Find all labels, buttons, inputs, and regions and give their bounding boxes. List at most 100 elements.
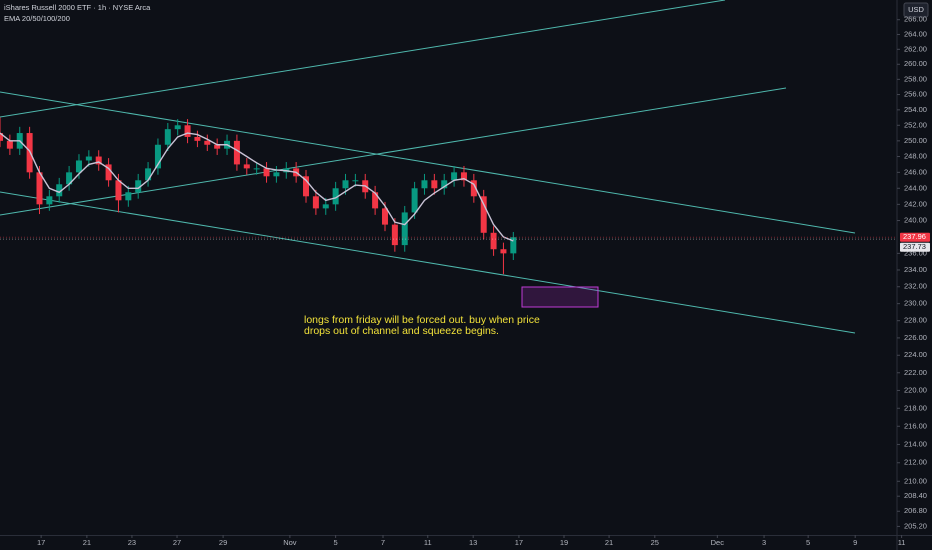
y-tick-label: 264.00 bbox=[904, 29, 927, 38]
x-tick-label: 17 bbox=[515, 538, 523, 547]
candle-body bbox=[174, 125, 181, 130]
x-tick-label: 27 bbox=[173, 538, 181, 547]
candle-body bbox=[243, 164, 250, 169]
candle-body bbox=[312, 196, 319, 209]
y-tick-label: 260.00 bbox=[904, 59, 927, 68]
candle-body bbox=[451, 172, 458, 181]
y-tick-label: 248.00 bbox=[904, 152, 927, 161]
x-tick-label: 5 bbox=[334, 538, 338, 547]
price-tag-label: 237.96 bbox=[903, 232, 926, 241]
candle-body bbox=[66, 172, 73, 185]
y-tick-label: 216.00 bbox=[904, 421, 927, 430]
trend-line bbox=[0, 191, 856, 334]
candle-body bbox=[441, 180, 448, 189]
candle-body bbox=[0, 133, 3, 141]
candle-body bbox=[194, 136, 201, 141]
x-tick-label: 13 bbox=[469, 538, 477, 547]
ema-line bbox=[0, 132, 514, 242]
candle-body bbox=[233, 140, 240, 165]
annotation-line: drops out of channel and squeeze begins. bbox=[304, 325, 499, 337]
candle-body bbox=[460, 172, 467, 181]
candle-body bbox=[332, 188, 339, 205]
candle-body bbox=[36, 172, 43, 205]
x-tick-label: Dec bbox=[711, 538, 725, 547]
y-tick-label: 240.00 bbox=[904, 216, 927, 225]
candle-body bbox=[204, 140, 211, 145]
y-tick-label: 258.00 bbox=[904, 74, 927, 83]
candle-body bbox=[303, 176, 310, 197]
candle-body bbox=[470, 180, 477, 197]
candle-body bbox=[381, 208, 388, 225]
trend-line bbox=[0, 91, 856, 234]
candle-body bbox=[184, 125, 191, 137]
candle-body bbox=[263, 168, 270, 177]
y-tick-label: 244.00 bbox=[904, 183, 927, 192]
y-tick-label: 256.00 bbox=[904, 90, 927, 99]
candle-body bbox=[154, 144, 161, 169]
y-tick-label: 242.00 bbox=[904, 199, 927, 208]
currency-label[interactable]: USD bbox=[908, 5, 924, 14]
x-tick-label: 25 bbox=[651, 538, 659, 547]
currency-button[interactable] bbox=[903, 2, 929, 18]
y-tick-label: 210.00 bbox=[904, 476, 927, 485]
y-tick-label: 214.00 bbox=[904, 439, 927, 448]
x-tick-label: 17 bbox=[37, 538, 45, 547]
candle-body bbox=[95, 156, 102, 165]
y-tick-label: 250.00 bbox=[904, 136, 927, 145]
y-tick-label: 252.00 bbox=[904, 120, 927, 129]
candle-body bbox=[85, 156, 92, 161]
y-tick-label: 206.80 bbox=[904, 506, 927, 515]
y-tick-label: 226.00 bbox=[904, 333, 927, 342]
trend-line bbox=[0, 0, 726, 118]
candle-body bbox=[490, 232, 497, 250]
y-tick-label: 262.00 bbox=[904, 44, 927, 53]
candle-body bbox=[56, 184, 63, 197]
candle-body bbox=[342, 180, 349, 189]
y-tick-label: 224.00 bbox=[904, 350, 927, 359]
y-tick-label: 205.20 bbox=[904, 521, 927, 530]
y-tick-label: 228.00 bbox=[904, 316, 927, 325]
y-tick-label: 234.00 bbox=[904, 265, 927, 274]
candle-body bbox=[46, 196, 53, 205]
candle-body bbox=[115, 180, 122, 201]
y-tick-label: 254.00 bbox=[904, 105, 927, 114]
candle-body bbox=[75, 160, 82, 173]
candle-body bbox=[135, 180, 142, 193]
chart-title: iShares Russell 2000 ETF · 1h · NYSE Arc… bbox=[4, 3, 151, 12]
candle-body bbox=[105, 164, 112, 181]
candle-body bbox=[6, 140, 13, 149]
candle-body bbox=[480, 196, 487, 233]
x-tick-label: 19 bbox=[560, 538, 568, 547]
y-tick-label: 222.00 bbox=[904, 368, 927, 377]
candle-body bbox=[372, 192, 379, 209]
y-tick-label: 232.00 bbox=[904, 282, 927, 291]
y-tick-label: 218.00 bbox=[904, 403, 927, 412]
y-tick-label: 236.00 bbox=[904, 248, 927, 257]
y-tick-label: 212.00 bbox=[904, 458, 927, 467]
x-tick-label: 21 bbox=[605, 538, 613, 547]
indicator-label: EMA 20/50/100/200 bbox=[4, 14, 70, 23]
x-tick-label: 7 bbox=[381, 538, 385, 547]
y-tick-label: 230.00 bbox=[904, 299, 927, 308]
target-box bbox=[521, 286, 599, 308]
candle-body bbox=[431, 180, 438, 189]
candle-body bbox=[125, 192, 132, 201]
y-tick-label: 246.00 bbox=[904, 167, 927, 176]
x-tick-label: 29 bbox=[219, 538, 227, 547]
candle-body bbox=[26, 133, 33, 173]
x-tick-label: 9 bbox=[853, 538, 857, 547]
candle-body bbox=[411, 188, 418, 213]
candle-body bbox=[401, 212, 408, 246]
candles bbox=[0, 117, 517, 275]
price-tag bbox=[900, 232, 930, 242]
candle-body bbox=[510, 237, 517, 254]
candle-body bbox=[214, 144, 221, 149]
candle-body bbox=[273, 172, 280, 177]
x-tick-label: Nov bbox=[283, 538, 297, 547]
y-tick-label: 220.00 bbox=[904, 385, 927, 394]
x-tick-label: 11 bbox=[898, 538, 906, 547]
price-tag-label: 237.73 bbox=[903, 242, 926, 251]
candle-body bbox=[322, 204, 329, 209]
